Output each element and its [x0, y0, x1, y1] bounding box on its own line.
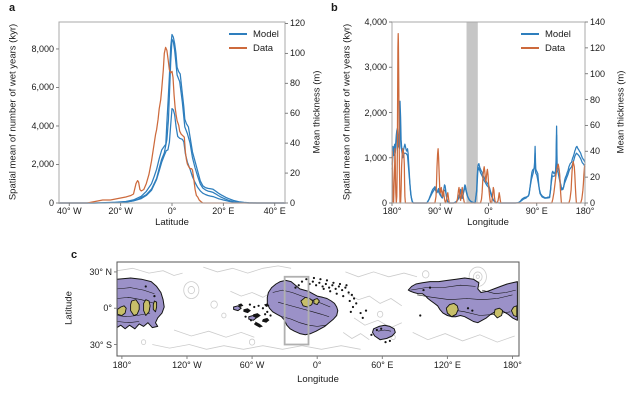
panel-b-legend: Model Data [521, 27, 571, 55]
legend-model-label: Model [545, 28, 571, 40]
tick-label: 20° W [108, 206, 133, 216]
tick-label: 60° E [371, 360, 394, 370]
legend-model-label: Model [253, 28, 279, 40]
tick-label: 4,000 [31, 120, 54, 131]
tick-label: 2,000 [364, 107, 387, 118]
tick-label: 120 [290, 18, 306, 29]
panel-a-plot [56, 21, 288, 206]
tick-label: 0 [381, 198, 387, 208]
tick-label: 180° [382, 206, 402, 216]
tick-label: 60 [290, 108, 301, 119]
tick-label: 40° W [56, 206, 82, 216]
panel-c-xlabel: Longitude [297, 374, 339, 385]
tick-label: 180° [575, 206, 595, 216]
panel-a-xlabel: Latitude [155, 217, 189, 228]
legend-row-data: Data [521, 41, 571, 55]
tick-label: 120 [590, 42, 606, 53]
panel-b-ylabel-right: Mean thickness (m) [615, 70, 627, 154]
tick-label: 40 [290, 138, 301, 149]
tick-label: 90° E [525, 206, 548, 216]
tick-label: 60 [590, 120, 601, 131]
highlight-band [466, 22, 478, 203]
tick-label: 20 [590, 172, 601, 183]
data-line-swatch [521, 47, 539, 49]
tick-label: 30° S [89, 339, 112, 350]
model-line-swatch [229, 33, 247, 35]
map-plot [117, 262, 519, 356]
tick-label: 4,000 [364, 17, 387, 27]
tick-label: 6,000 [31, 82, 54, 93]
panel-b-plot [389, 21, 588, 206]
panel-c-label: c [71, 249, 78, 261]
legend-data-label: Data [253, 42, 274, 54]
tick-label: 0 [590, 198, 596, 208]
tick-label: 0° [167, 206, 177, 216]
panel-a-legend: Model Data [229, 27, 279, 55]
panel-b-xlabel: Longitude [467, 217, 509, 228]
tick-label: 120° W [172, 360, 202, 370]
tick-label: 0° [103, 303, 112, 314]
tick-label: 20 [290, 168, 301, 179]
legend-row-model: Model [229, 27, 279, 41]
tick-label: 60° W [239, 360, 265, 370]
tick-label: 180° [503, 360, 522, 370]
tick-label: 0 [48, 198, 54, 208]
data-line-swatch [229, 47, 247, 49]
tick-label: 80 [290, 78, 301, 89]
tick-label: 30° N [89, 266, 112, 277]
map-highlight-box [283, 275, 310, 346]
tick-label: 0° [312, 360, 322, 370]
tick-label: 2,000 [31, 159, 54, 170]
tick-label: 90° W [427, 206, 453, 216]
tick-label: 0° [484, 206, 493, 216]
tick-label: 3,000 [364, 62, 387, 73]
panel-b-label: b [331, 2, 338, 14]
model-line-swatch [521, 33, 539, 35]
tick-label: 40° E [263, 206, 286, 216]
tick-label: 0 [290, 198, 296, 208]
legend-row-data: Data [229, 41, 279, 55]
tick-label: 180° [112, 360, 132, 370]
legend-data-label: Data [545, 42, 566, 54]
tick-label: 80 [590, 94, 601, 105]
tick-label: 140 [590, 17, 606, 27]
tick-label: 100 [590, 68, 606, 79]
tick-label: 8,000 [31, 43, 54, 54]
legend-row-model: Model [521, 27, 571, 41]
panel-a-label: a [9, 2, 16, 14]
tick-label: 1,000 [364, 152, 387, 163]
tick-label: 100 [290, 48, 306, 59]
tick-label: 20° E [212, 206, 235, 216]
tick-label: 40 [590, 146, 601, 157]
tick-label: 120° E [433, 360, 461, 370]
